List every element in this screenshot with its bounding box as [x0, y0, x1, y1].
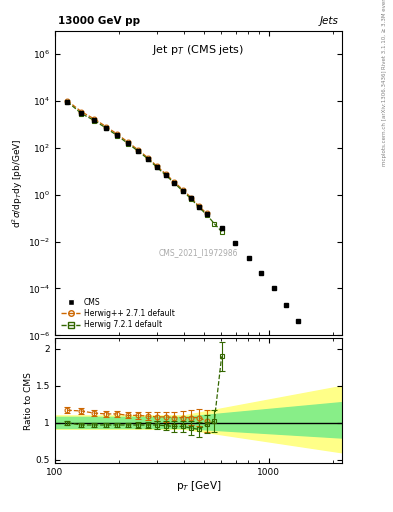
Text: Jet p$_T$ (CMS jets): Jet p$_T$ (CMS jets) [152, 43, 244, 57]
Text: Jets: Jets [320, 16, 339, 26]
Y-axis label: d$^2\sigma$/dp$_T$dy [pb/GeV]: d$^2\sigma$/dp$_T$dy [pb/GeV] [11, 138, 25, 228]
Text: mcplots.cern.ch [arXiv:1306.3436]: mcplots.cern.ch [arXiv:1306.3436] [382, 70, 387, 165]
Text: Rivet 3.1.10, ≥ 3.3M events: Rivet 3.1.10, ≥ 3.3M events [382, 0, 387, 69]
Y-axis label: Ratio to CMS: Ratio to CMS [24, 372, 33, 430]
Legend: CMS, Herwig++ 2.7.1 default, Herwig 7.2.1 default: CMS, Herwig++ 2.7.1 default, Herwig 7.2.… [59, 295, 177, 332]
Text: 13000 GeV pp: 13000 GeV pp [58, 16, 140, 26]
Text: CMS_2021_I1972986: CMS_2021_I1972986 [159, 249, 238, 258]
X-axis label: p$_T$ [GeV]: p$_T$ [GeV] [176, 479, 221, 493]
